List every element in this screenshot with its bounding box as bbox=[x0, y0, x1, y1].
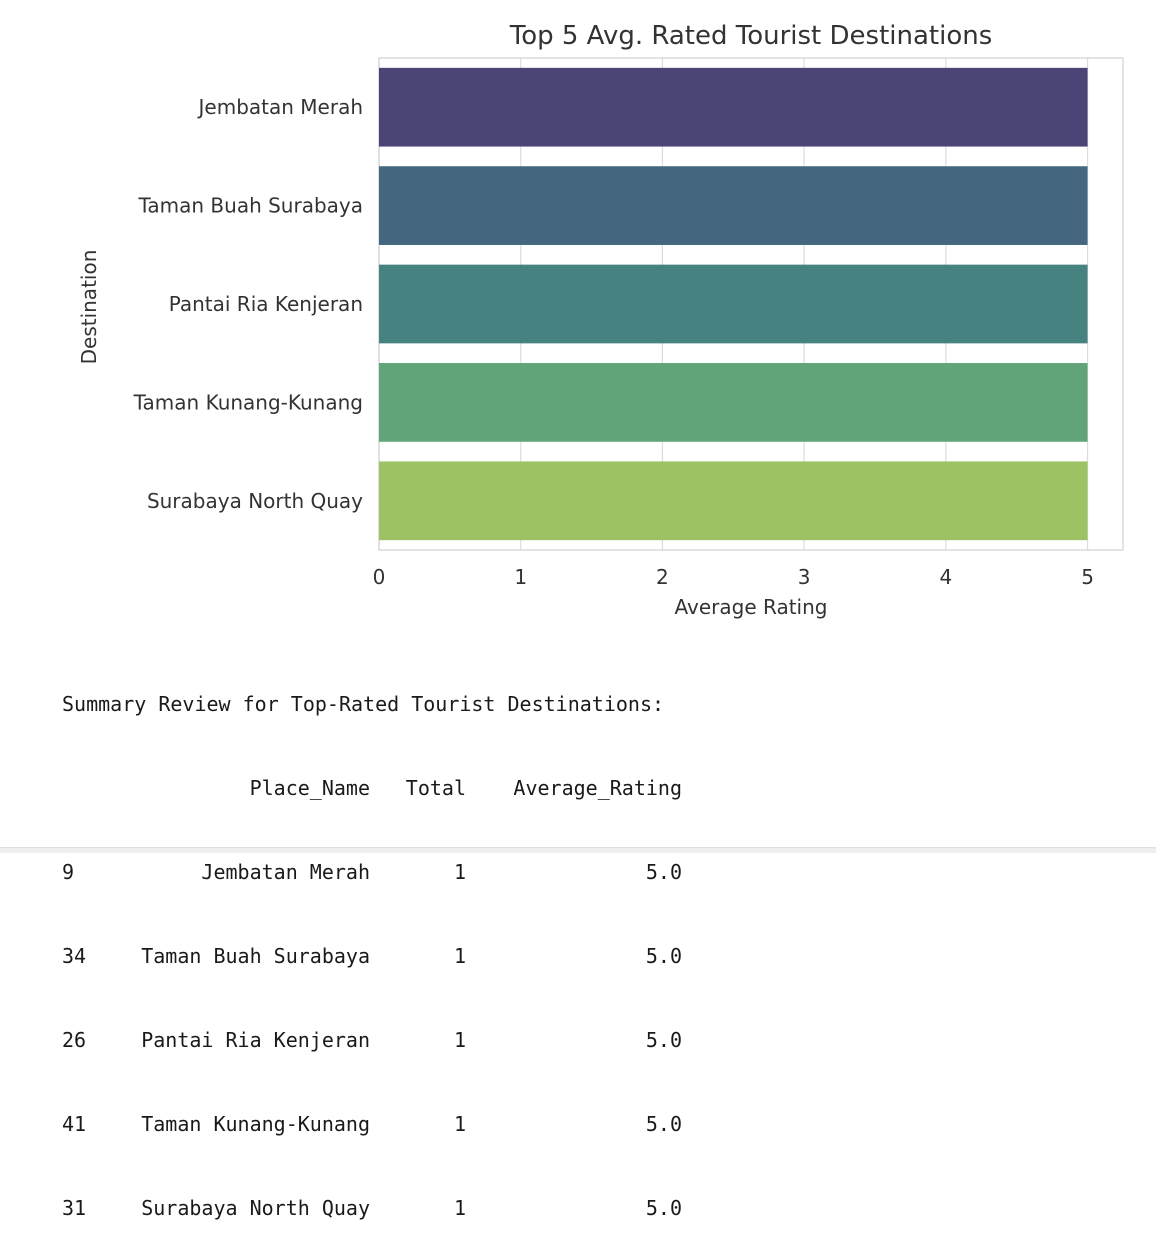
x-tick-label: 3 bbox=[798, 565, 811, 589]
table-row: 26 Pantai Ria Kenjeran 1 5.0 bbox=[62, 1026, 682, 1054]
row-average-rating: 5.0 bbox=[645, 1028, 682, 1052]
x-tick-labels: 0 1 2 3 4 5 bbox=[373, 565, 1094, 589]
x-tick-label: 4 bbox=[939, 565, 952, 589]
row-total: 1 bbox=[453, 1112, 466, 1136]
row-average-rating: 5.0 bbox=[645, 860, 682, 884]
table-row: 41 Taman Kunang-Kunang 1 5.0 bbox=[62, 1110, 682, 1138]
row-average-rating: 5.0 bbox=[645, 1112, 682, 1136]
x-tick-label: 0 bbox=[373, 565, 386, 589]
bar bbox=[379, 67, 1088, 147]
x-axis-label: Average Rating bbox=[675, 595, 828, 619]
row-index: 34 bbox=[62, 944, 87, 968]
row-index: 41 bbox=[62, 1112, 87, 1136]
summary-heading: Summary Review for Top-Rated Tourist Des… bbox=[62, 692, 665, 716]
column-header-total: Total bbox=[405, 776, 466, 800]
bar bbox=[379, 264, 1088, 344]
row-total: 1 bbox=[453, 944, 466, 968]
row-total: 1 bbox=[453, 1028, 466, 1052]
y-tick-label: Jembatan Merah bbox=[197, 95, 363, 119]
bar bbox=[379, 363, 1088, 442]
row-average-rating: 5.0 bbox=[645, 1196, 682, 1220]
row-place-name: Jembatan Merah bbox=[201, 860, 370, 884]
x-tick-label: 5 bbox=[1081, 565, 1094, 589]
row-place-name: Pantai Ria Kenjeran bbox=[141, 1028, 370, 1052]
x-tick-label: 2 bbox=[656, 565, 669, 589]
bars bbox=[379, 67, 1088, 541]
row-total: 1 bbox=[453, 860, 466, 884]
row-index: 31 bbox=[62, 1196, 87, 1220]
table-row: 34 Taman Buah Surabaya 1 5.0 bbox=[62, 942, 682, 970]
row-place-name: Taman Buah Surabaya bbox=[141, 944, 370, 968]
summary-output: Summary Review for Top-Rated Tourist Des… bbox=[62, 634, 682, 1250]
output-divider bbox=[0, 847, 1156, 853]
chart-title: Top 5 Avg. Rated Tourist Destinations bbox=[509, 21, 993, 51]
x-tick-label: 1 bbox=[514, 565, 527, 589]
y-axis-label: Destination bbox=[77, 250, 101, 365]
bar-chart: Jembatan Merah Taman Buah Surabaya Pantai … bbox=[77, 21, 1124, 619]
table-row: 31 Surabaya North Quay 1 5.0 bbox=[62, 1194, 682, 1222]
row-total: 1 bbox=[453, 1196, 466, 1220]
row-place-name: Taman Kunang-Kunang bbox=[141, 1112, 370, 1136]
y-tick-labels: Jembatan Merah Taman Buah Surabaya Pantai … bbox=[133, 95, 364, 513]
column-header-place-name: Place_Name bbox=[249, 776, 370, 800]
y-tick-label: Pantai Ria Kenjeran bbox=[169, 292, 363, 316]
table-row: 9 Jembatan Merah 1 5.0 bbox=[62, 858, 682, 886]
column-header-average-rating: Average_Rating bbox=[513, 776, 682, 800]
row-index: 9 bbox=[62, 860, 75, 884]
y-tick-label: Taman Kunang-Kunang bbox=[133, 390, 363, 414]
bar bbox=[379, 461, 1088, 541]
summary-header-row: Place_Name Total Average_Rating bbox=[62, 774, 682, 802]
bar bbox=[379, 166, 1088, 245]
y-tick-label: Surabaya North Quay bbox=[147, 489, 363, 513]
row-average-rating: 5.0 bbox=[645, 944, 682, 968]
row-index: 26 bbox=[62, 1028, 87, 1052]
row-place-name: Surabaya North Quay bbox=[141, 1196, 370, 1220]
y-tick-label: Taman Buah Surabaya bbox=[137, 194, 363, 218]
